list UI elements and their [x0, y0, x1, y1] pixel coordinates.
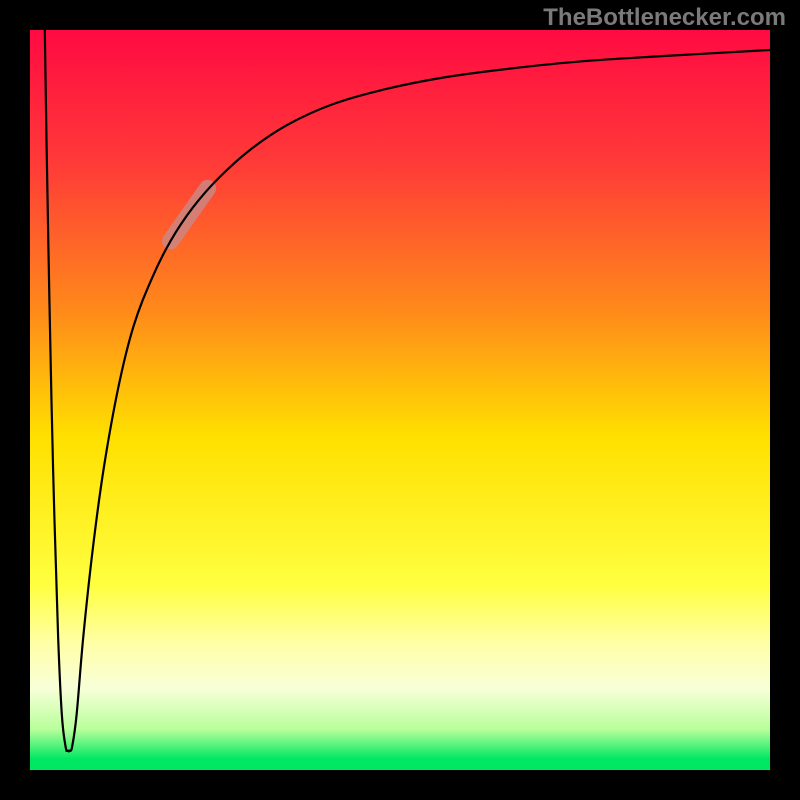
source-watermark: TheBottlenecker.com: [543, 4, 786, 32]
gradient-background: [30, 30, 770, 770]
plot-svg: [0, 0, 800, 800]
chart-container: TheBottlenecker.com: [0, 0, 800, 800]
